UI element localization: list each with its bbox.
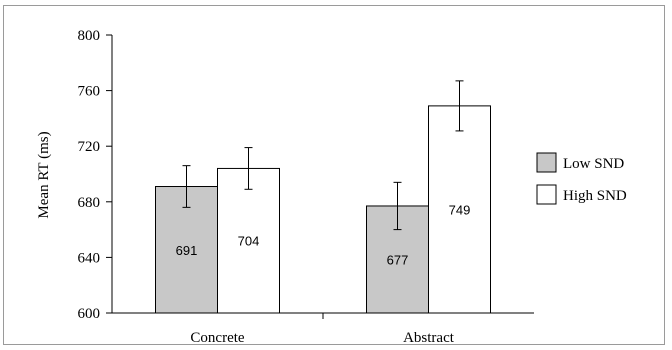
y-tick-label: 680 [78, 195, 101, 211]
data-label: 704 [238, 234, 260, 249]
y-tick-label: 800 [78, 28, 101, 44]
y-tick-label: 720 [78, 139, 101, 155]
legend-swatch [536, 184, 557, 205]
data-label: 749 [449, 202, 471, 217]
bars [155, 105, 491, 314]
data-labels: 691 704 677 749 [176, 202, 471, 267]
y-axis-label: Mean RT (ms) [36, 131, 52, 218]
data-label: 691 [176, 243, 198, 258]
x-tick-label: Concrete [190, 330, 244, 346]
y-tick-label: 640 [78, 250, 101, 266]
data-label: 677 [387, 252, 409, 267]
bar [428, 105, 491, 314]
legend-label: Low SND [563, 156, 624, 172]
chart-frame [3, 5, 665, 345]
bar [217, 167, 280, 314]
error-bars [182, 80, 464, 231]
legend: Low SND High SND [536, 152, 627, 205]
legend-swatch [536, 152, 557, 173]
y-tick-label: 600 [78, 306, 101, 322]
legend-label: High SND [563, 188, 627, 204]
y-tick-label: 760 [78, 84, 101, 100]
x-tick-label: Abstract [403, 330, 455, 346]
